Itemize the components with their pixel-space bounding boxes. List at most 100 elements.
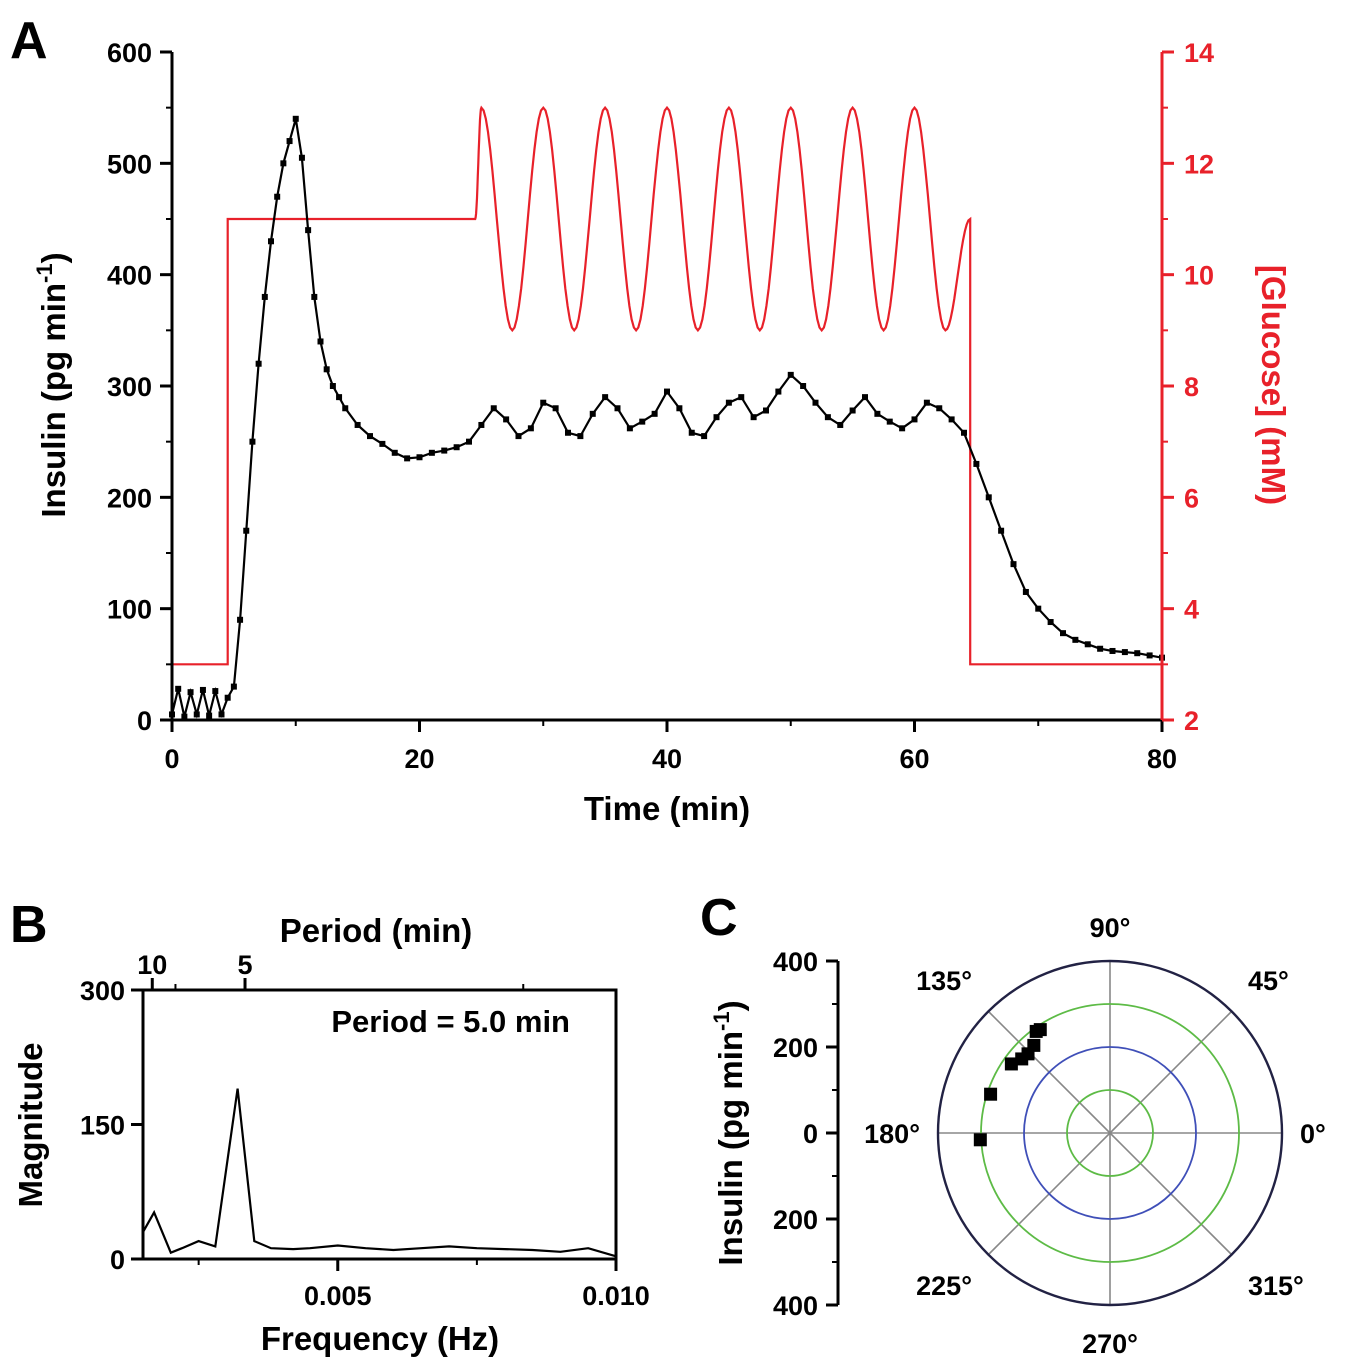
insulin-point: [824, 414, 831, 421]
panel-a-y-tick-label: 400: [107, 261, 152, 291]
insulin-point: [589, 410, 596, 417]
insulin-point: [292, 115, 299, 122]
insulin-point: [713, 414, 720, 421]
insulin-point: [311, 293, 318, 300]
polar-angle-label: 0°: [1300, 1119, 1326, 1149]
panel-b-x-axis-label: Frequency (Hz): [261, 1320, 499, 1357]
insulin-point: [565, 429, 571, 436]
panel-a-y2-tick-label: 12: [1184, 149, 1214, 179]
insulin-point: [800, 383, 807, 389]
panel-a-chart: 0 100 200 300 400 500 600 0 20 40 60 802 4 6 8 10 12 14: [107, 38, 1214, 774]
panel-b-annotation: Period = 5.0 min: [331, 1004, 570, 1039]
insulin-point: [961, 429, 967, 436]
panel-c-scale-tick-label: 200: [773, 1205, 818, 1235]
panel-a-y-tick-label: 300: [107, 372, 152, 402]
insulin-point: [1060, 630, 1066, 637]
panel-a-y2-tick-label: 4: [1184, 595, 1199, 625]
panel-c-scale-tick-label: 400: [773, 1291, 818, 1321]
insulin-point: [812, 399, 819, 406]
insulin-point: [886, 418, 893, 425]
insulin-point: [639, 418, 646, 425]
insulin-point: [1010, 561, 1017, 568]
insulin-point: [527, 425, 534, 432]
insulin-point: [911, 416, 918, 423]
insulin-point: [602, 394, 609, 401]
panel-a-y2-tick-label: 10: [1184, 261, 1214, 291]
panel-c-scale-tick-label: 0: [803, 1119, 818, 1149]
insulin-point: [1146, 652, 1153, 659]
insulin-point: [725, 399, 732, 406]
insulin-point: [1047, 619, 1054, 626]
panel-c-y-label-end: ): [712, 1000, 749, 1011]
panel-a-x-tick-label: 20: [404, 744, 434, 774]
panel-a-y2-tick-label: 14: [1184, 38, 1214, 68]
insulin-point: [379, 440, 386, 447]
polar-data-point: [1004, 1057, 1018, 1071]
insulin-point: [280, 160, 287, 167]
insulin-point: [936, 405, 943, 412]
panel-a-y2-tick-label: 2: [1184, 706, 1199, 736]
insulin-point: [738, 394, 745, 401]
insulin-point: [317, 338, 324, 345]
insulin-point: [336, 394, 343, 401]
insulin-point: [404, 455, 411, 462]
insulin-point: [367, 433, 373, 440]
insulin-point: [899, 425, 906, 432]
panel-a-y-tick-label: 600: [107, 38, 152, 68]
insulin-point: [1109, 647, 1116, 654]
insulin-point: [948, 416, 955, 423]
panel-a-y-label-main: Insulin (pg min: [35, 283, 72, 518]
panel-c-y-axis-label: Insulin (pg min-1): [709, 1000, 749, 1265]
panel-a-y-tick-label: 500: [107, 149, 152, 179]
panel-a-y-label-end: ): [35, 252, 72, 263]
insulin-point: [1084, 641, 1091, 648]
insulin-point: [923, 399, 930, 406]
polar-angle-label: 315°: [1248, 1271, 1304, 1301]
insulin-point: [181, 713, 188, 720]
polar-angle-label: 90°: [1090, 913, 1131, 943]
insulin-point: [274, 193, 281, 200]
insulin-line: [170, 118, 1163, 719]
insulin-point: [763, 407, 769, 414]
panel-c-scale-tick-label: 200: [773, 1033, 818, 1063]
insulin-point: [416, 454, 423, 461]
insulin-point: [1121, 649, 1128, 656]
panel-c-y-label-main: Insulin (pg min: [712, 1031, 749, 1266]
panel-a-y-label-sup: -1: [32, 263, 57, 283]
panel-a-y-tick-label: 200: [107, 483, 152, 513]
insulin-point: [701, 433, 708, 440]
polar-angle-label: 225°: [916, 1271, 972, 1301]
panel-a-y-axis-label: Insulin (pg min-1): [32, 252, 72, 517]
polar-angle-label: 45°: [1248, 966, 1289, 996]
polar-data-point: [1015, 1052, 1029, 1066]
insulin-point: [230, 683, 237, 690]
insulin-point: [750, 414, 757, 421]
insulin-point: [329, 383, 336, 389]
insulin-point: [391, 449, 398, 456]
panel-b-y-tick-label: 0: [110, 1245, 125, 1275]
insulin-point: [651, 410, 658, 417]
panel-letter-c: C: [700, 889, 738, 947]
insulin-point: [540, 399, 547, 406]
insulin-point: [837, 421, 844, 428]
insulin-point: [212, 688, 219, 695]
insulin-point: [552, 405, 559, 412]
insulin-point: [626, 425, 633, 432]
insulin-point: [503, 416, 510, 423]
insulin-point: [577, 433, 584, 440]
insulin-point: [268, 238, 274, 245]
insulin-point: [614, 405, 621, 412]
polar-data-point: [984, 1087, 998, 1101]
polar-ring: [936, 959, 1284, 1307]
panel-a-y-tick-label: 0: [137, 706, 152, 736]
insulin-point: [1134, 650, 1141, 657]
panel-a-y-tick-label: 100: [107, 595, 152, 625]
magnitude-line: [142, 1088, 617, 1258]
insulin-point: [255, 360, 262, 367]
insulin-point: [428, 449, 435, 456]
insulin-point: [862, 394, 868, 401]
polar-data-point: [973, 1133, 987, 1147]
insulin-point: [224, 694, 231, 701]
panel-a-x-tick-label: 80: [1147, 744, 1177, 774]
